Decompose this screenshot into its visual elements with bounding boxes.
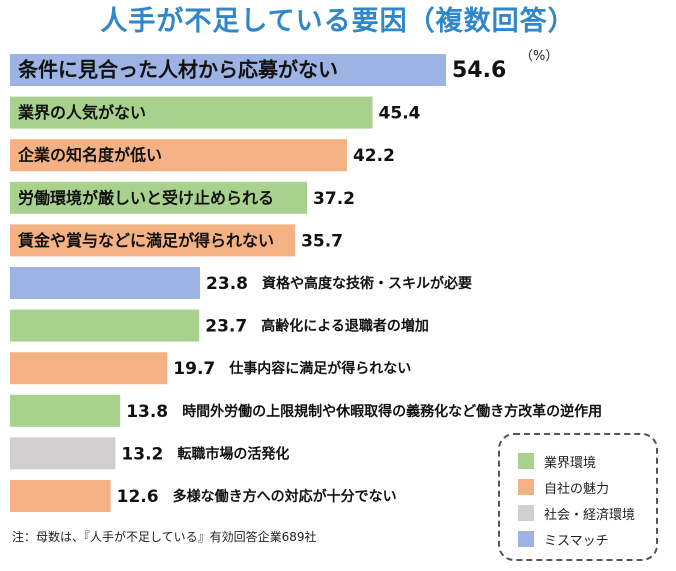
category-label-11: 多様な働き方への対応が十分でない [173, 488, 397, 505]
bar-1 [10, 54, 446, 86]
bar-10 [10, 437, 116, 470]
value-label-10: 13.2 [121, 444, 163, 464]
bar-7 [10, 309, 200, 342]
value-label-8: 19.7 [173, 359, 215, 379]
bar-6 [10, 267, 201, 299]
category-label-7: 高齢化による退職者の増加 [261, 318, 429, 335]
value-label-1: 54.6 [452, 58, 506, 83]
legend-item-company: 自社の魅力 [518, 477, 609, 497]
value-label-11: 12.6 [117, 487, 159, 507]
value-label-9: 13.8 [126, 402, 168, 422]
legend: 業界環境自社の魅力社会・経済環境 ミスマッチ [498, 433, 658, 561]
bar-2 [10, 96, 373, 129]
bar-5 [10, 224, 296, 257]
footnote: 注：母数は、『人手が不足している』有効回答企業689社 [12, 530, 317, 544]
value-label-6: 23.8 [206, 274, 248, 294]
category-label-8: 仕事内容に満足が得られない [228, 360, 411, 377]
bar-3 [10, 139, 347, 172]
legend-item-society: 社会・経済環境 [518, 503, 635, 523]
legend-item-mismatch: ミスマッチ [518, 529, 609, 549]
category-label-9: 時間外労働の上限規制や休暇取得の義務化など働き方改革の逆作用 [182, 403, 602, 420]
bar-9 [10, 394, 121, 427]
legend-label-mismatch: ミスマッチ [544, 533, 609, 549]
category-label-2: 業界の人気がない [17, 103, 146, 122]
legend-label-society: 社会・経済環境 [544, 507, 636, 523]
category-label-6: 資格や高度な技術・スキルが必要 [262, 275, 472, 292]
bar-4 [10, 181, 308, 214]
value-label-3: 42.2 [353, 146, 395, 166]
chart-title: 人手が不足している要因（複数回答） [100, 6, 576, 37]
bar-8 [10, 352, 168, 385]
category-label-1: 条件に見合った人材から応募がない [18, 58, 338, 82]
unit-label: （%） [520, 49, 559, 64]
legend-swatch-company [518, 479, 534, 495]
value-label-2: 45.4 [379, 104, 421, 124]
legend-label-industry: 業界環境 [544, 455, 597, 471]
legend-label-company: 自社の魅力 [544, 481, 610, 497]
value-label-7: 23.7 [205, 317, 247, 337]
category-label-5: 賃金や賞与などに満足が得られない [17, 231, 274, 250]
value-label-4: 37.2 [313, 189, 355, 209]
legend-item-industry: 業界環境 [518, 451, 596, 471]
legend-swatch-mismatch [518, 531, 534, 547]
category-label-3: 企業の知名度が低い [17, 146, 162, 165]
value-label-5: 35.7 [301, 231, 343, 251]
legend-swatch-society [518, 505, 534, 521]
category-label-10: 転職市場の活発化 [177, 445, 289, 462]
legend-swatch-industry [518, 453, 534, 469]
bar-11 [10, 480, 111, 512]
category-label-4: 労働環境が厳しいと受け止められる [18, 188, 274, 207]
